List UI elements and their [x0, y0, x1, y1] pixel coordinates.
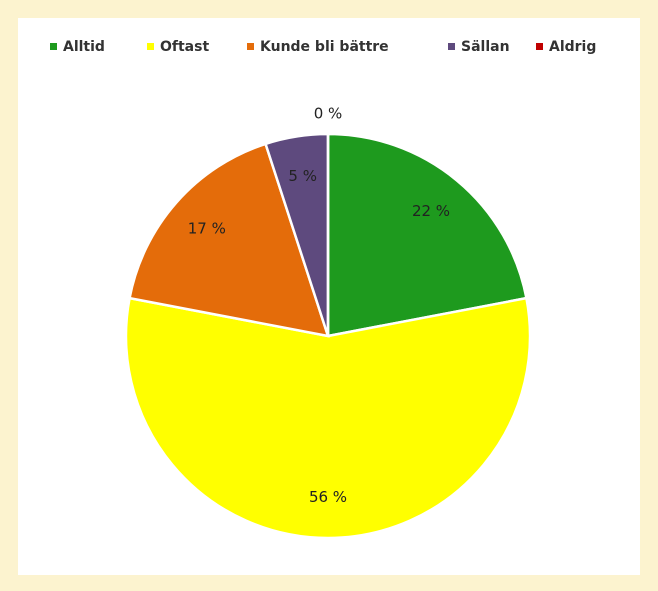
legend-swatch [536, 43, 543, 50]
legend-label: Sällan [461, 39, 510, 55]
legend-label: Kunde bli bättre [260, 39, 389, 55]
pie-slice [124, 296, 532, 540]
pie-slice [326, 132, 528, 338]
data-label: 0 % [314, 104, 343, 122]
legend-swatch [247, 43, 254, 50]
pie-slice [128, 142, 330, 338]
legend-swatch [50, 43, 57, 50]
data-label: 5 % [288, 167, 317, 185]
data-label: 22 % [412, 202, 450, 220]
legend-swatch [147, 43, 154, 50]
data-label: 17 % [188, 220, 226, 238]
legend-swatch [448, 43, 455, 50]
data-label: 56 % [309, 488, 347, 506]
legend-label: Aldrig [549, 39, 596, 55]
legend-label: Alltid [63, 39, 105, 55]
legend-label: Oftast [160, 39, 209, 55]
